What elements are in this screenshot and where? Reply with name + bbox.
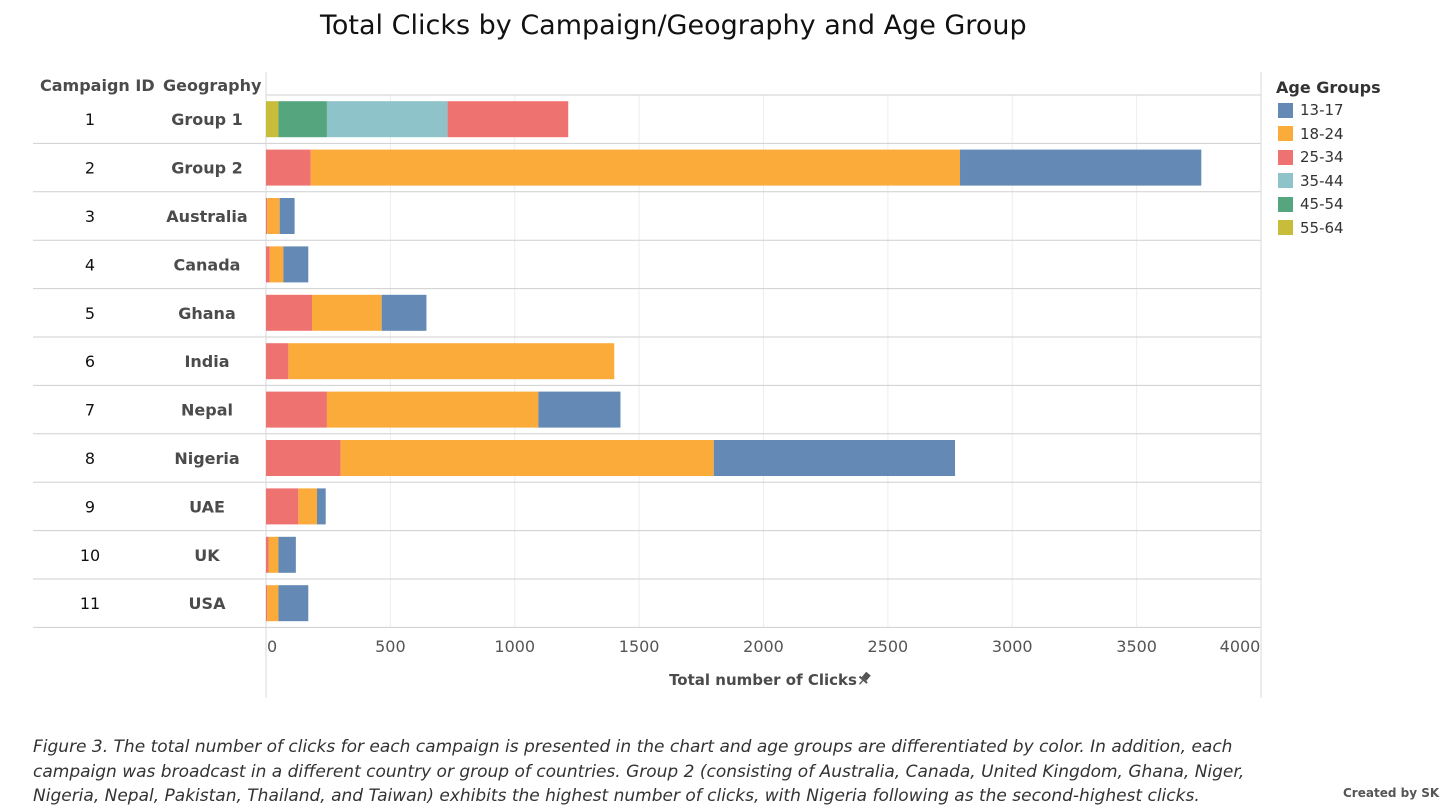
x-tick-label: 2000	[743, 637, 784, 656]
campaign-id-label: 11	[80, 594, 100, 613]
geography-label: UK	[194, 546, 220, 565]
legend-item: 45-54	[1278, 194, 1344, 214]
header-geography: Geography	[163, 76, 262, 95]
bar-segment	[266, 294, 313, 331]
campaign-id-label: 1	[85, 110, 95, 129]
campaign-id-label: 9	[85, 497, 95, 516]
bar-segment	[266, 149, 311, 186]
campaign-id-label: 6	[85, 352, 95, 371]
legend-swatch	[1278, 196, 1293, 212]
bar-segment	[288, 343, 615, 380]
campaign-id-label: 5	[85, 304, 95, 323]
legend-item: 25-34	[1278, 147, 1344, 167]
geography-label: Group 2	[171, 159, 243, 178]
geography-label: Group 1	[171, 110, 243, 129]
bar-segment	[269, 246, 284, 283]
bar-segment	[266, 343, 289, 380]
legend-swatch	[1278, 173, 1293, 188]
bar-segment	[316, 488, 326, 525]
campaign-id-label: 7	[85, 401, 95, 420]
bar-segment	[278, 101, 327, 138]
bar-segment	[267, 198, 280, 234]
x-tick-label: 4000	[1220, 637, 1261, 656]
geography-label: Ghana	[178, 304, 236, 323]
legend-swatch	[1278, 220, 1293, 235]
legend-label: 45-54	[1300, 195, 1344, 213]
bar-segment	[266, 440, 341, 476]
campaign-id-label: 8	[85, 449, 95, 468]
bar-segment	[298, 488, 317, 525]
geography-label: Nepal	[181, 401, 233, 420]
bar-segment	[326, 101, 448, 138]
legend-item: 55-64	[1278, 218, 1344, 238]
campaign-id-label: 3	[85, 207, 95, 226]
bar-segment	[538, 391, 621, 428]
bar-segment	[278, 585, 309, 622]
geography-label: UAE	[189, 497, 225, 516]
x-tick-label: 1500	[619, 637, 660, 656]
bar-segment	[267, 585, 279, 622]
geography-label: Nigeria	[174, 449, 239, 468]
campaign-id-label: 10	[80, 546, 100, 565]
bar-segment	[279, 198, 295, 234]
bar-segment	[266, 391, 327, 428]
bar-segment	[447, 101, 569, 138]
credit-text: Created by SK	[1343, 786, 1440, 800]
bar-segment	[266, 198, 268, 234]
geography-label: India	[184, 352, 229, 371]
legend-label: 13-17	[1300, 101, 1344, 119]
campaign-id-label: 4	[85, 255, 95, 274]
bar-segment	[381, 294, 427, 331]
x-tick-label: 500	[375, 637, 406, 656]
geography-label: Canada	[174, 255, 241, 274]
legend-label: 35-44	[1300, 171, 1344, 190]
legend-swatch	[1278, 126, 1293, 141]
bar-segment	[266, 585, 268, 622]
bar-segment	[326, 391, 539, 428]
bar-segment	[283, 246, 309, 283]
x-tick-label: 2500	[868, 637, 909, 656]
campaign-id-label: 2	[85, 159, 95, 178]
x-axis-label: Total number of Clicks	[669, 671, 857, 689]
header-campaign-id: Campaign ID	[40, 76, 155, 95]
bar-segment	[960, 149, 1202, 186]
bar-segment	[266, 101, 279, 138]
bar-segment	[278, 536, 296, 573]
bar-segment	[266, 536, 269, 573]
geography-label: Australia	[166, 207, 247, 226]
legend-label: 55-64	[1300, 218, 1344, 237]
legend-swatch	[1278, 149, 1293, 165]
x-tick-label: 3500	[1116, 637, 1157, 656]
bar-segment	[713, 440, 956, 476]
legend-title: Age Groups	[1276, 78, 1381, 97]
legend-item: 35-44	[1278, 171, 1344, 191]
bar-segment	[266, 488, 299, 525]
legend-item: 18-24	[1278, 124, 1344, 144]
legend-label: 25-34	[1300, 148, 1344, 166]
x-tick-label: 0	[267, 637, 277, 656]
bar-segment	[310, 149, 961, 186]
chart-title: Total Clicks by Campaign/Geography and A…	[320, 10, 1027, 41]
x-tick-label: 3000	[992, 637, 1033, 656]
pin-icon	[858, 671, 871, 685]
legend-item: 13-17	[1278, 100, 1344, 120]
bar-segment	[268, 536, 279, 573]
bar-segment	[266, 246, 270, 283]
geography-label: USA	[189, 594, 227, 613]
legend-label: 18-24	[1300, 124, 1344, 143]
x-tick-label: 1000	[494, 637, 535, 656]
legend-swatch	[1278, 102, 1293, 118]
bar-chart: 1 Group 1 2 Group 2 3 Australia 4 Canada 5 Ghana 6…	[33, 72, 1262, 698]
figure-caption: Figure 3. The total number of clicks for…	[33, 737, 1245, 806]
bar-segment	[340, 440, 714, 476]
bar-segment	[312, 294, 382, 331]
